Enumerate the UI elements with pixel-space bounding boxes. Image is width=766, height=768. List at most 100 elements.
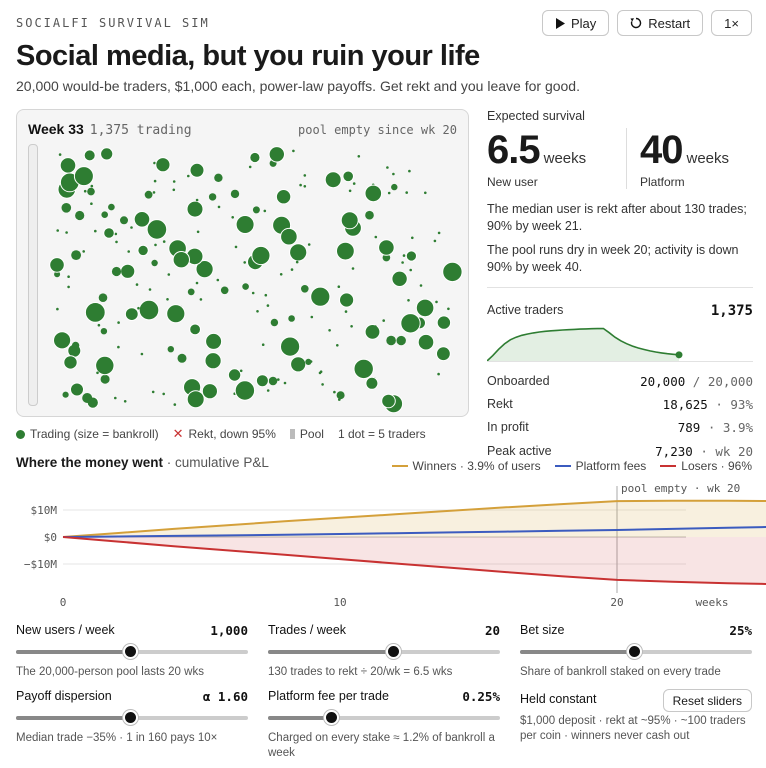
trader-dot	[153, 179, 157, 183]
trader-dot	[340, 211, 359, 230]
winners-line	[62, 499, 766, 538]
trader-dot	[146, 219, 168, 240]
trader-dot	[186, 200, 204, 218]
trader-dot	[90, 202, 93, 205]
trader-dot	[407, 299, 410, 302]
trader-dot	[242, 283, 249, 290]
trader-dot	[437, 231, 441, 235]
slider-fill	[16, 716, 130, 720]
bet-size-control: Bet size 25% Share of bankroll staked on …	[520, 623, 752, 680]
play-icon	[555, 17, 565, 29]
platform-survival: 40 weeks Platform	[627, 128, 729, 189]
trader-dot	[353, 358, 374, 380]
slider-knob[interactable]	[626, 644, 642, 659]
trader-dot	[391, 183, 398, 191]
trader-dot	[101, 211, 108, 218]
trader-dot	[120, 263, 136, 279]
control-desc: $1,000 deposit · rekt at ~95% · ~100 tra…	[520, 715, 746, 742]
stat-number: 20,000	[640, 374, 686, 389]
trader-dot	[401, 261, 404, 264]
trader-dot	[187, 174, 190, 178]
trader-dot	[280, 336, 301, 357]
trader-dot	[172, 180, 176, 183]
trader-dot	[123, 400, 127, 403]
trader-dot	[231, 216, 234, 219]
trader-dot	[333, 390, 336, 394]
stat-extra: · 3.9%	[707, 420, 753, 435]
stat-extra: / 20,000	[692, 374, 753, 389]
trader-dot	[58, 153, 62, 156]
trader-dot	[140, 352, 144, 356]
speed-button[interactable]: 1×	[711, 10, 752, 36]
trader-dot	[111, 266, 122, 277]
legend-rekt-label: Rekt, down 95%	[188, 427, 276, 441]
bet-size-slider[interactable]	[520, 644, 752, 659]
trader-dot	[148, 288, 152, 291]
trader-dot	[100, 328, 108, 335]
slider-fill	[520, 650, 634, 654]
dispersion-slider[interactable]	[16, 710, 248, 725]
x-axis-label: weeks	[695, 596, 728, 609]
trader-dot	[264, 293, 268, 297]
play-button[interactable]: Play	[541, 10, 610, 36]
stat-label: Rekt	[487, 397, 513, 411]
legend-scale: 1 dot = 5 traders	[337, 427, 426, 441]
new-user-survival: 6.5 weeks New user	[487, 128, 627, 189]
trader-dot	[196, 230, 200, 234]
trader-dot	[268, 376, 278, 386]
restart-button[interactable]: Restart	[617, 10, 704, 36]
trader-dot	[405, 250, 417, 262]
trader-dot	[324, 171, 342, 189]
new-user-value: 6.5	[487, 128, 541, 172]
slider-knob[interactable]	[386, 644, 402, 659]
trader-dot	[96, 371, 99, 375]
x-tick-label: 0	[60, 596, 67, 609]
trader-dot	[62, 391, 69, 398]
speed-label: 1×	[724, 15, 739, 31]
control-label: Payoff dispersion	[16, 689, 112, 703]
stat-row-peak-active: Peak active 7,230 · wk 20	[487, 444, 753, 459]
trader-dot	[54, 271, 61, 278]
trader-dot	[374, 235, 378, 239]
trader-dot	[292, 149, 295, 153]
control-label: Platform fee per trade	[268, 689, 389, 703]
trades-slider[interactable]	[268, 644, 500, 659]
stat-number: 18,625	[662, 397, 708, 412]
active-traders-sparkline	[487, 327, 683, 361]
platform-line-icon	[554, 465, 571, 467]
trader-dot	[263, 209, 267, 213]
trader-dot	[400, 313, 421, 334]
trader-dot	[65, 231, 68, 234]
control-label: New users / week	[16, 623, 115, 637]
pool-bar-icon	[289, 429, 295, 439]
trader-dot	[84, 302, 106, 323]
fee-slider[interactable]	[268, 710, 500, 725]
pool-note: pool empty since wk 20	[298, 123, 457, 137]
trader-dot	[208, 193, 217, 201]
trader-dot	[155, 157, 171, 173]
trader-dot	[364, 324, 381, 340]
trader-dot	[402, 254, 406, 257]
losers-line-icon	[660, 465, 677, 467]
slider-knob[interactable]	[323, 710, 339, 725]
trader-dot	[187, 288, 195, 296]
slider-knob[interactable]	[122, 710, 138, 725]
sparkline-end-dot	[675, 351, 683, 359]
trader-dot	[87, 187, 95, 196]
trader-dot	[67, 275, 70, 278]
trader-dot	[378, 239, 395, 256]
control-desc: Share of bankroll staked on every trade	[520, 666, 721, 678]
trader-dot	[337, 285, 341, 288]
reset-sliders-button[interactable]: Reset sliders	[662, 689, 752, 712]
rekt-x-icon: ✕	[172, 426, 184, 441]
new-users-slider[interactable]	[16, 644, 248, 659]
trader-dot	[328, 329, 331, 332]
stat-extra: · wk 20	[700, 444, 753, 459]
trader-dot	[447, 307, 450, 311]
trader-dot	[82, 250, 85, 253]
control-value: 0.25%	[462, 689, 500, 704]
trader-dot	[290, 356, 307, 373]
slider-knob[interactable]	[122, 644, 138, 659]
trader-dot	[227, 368, 242, 382]
trader-dot	[75, 210, 85, 221]
